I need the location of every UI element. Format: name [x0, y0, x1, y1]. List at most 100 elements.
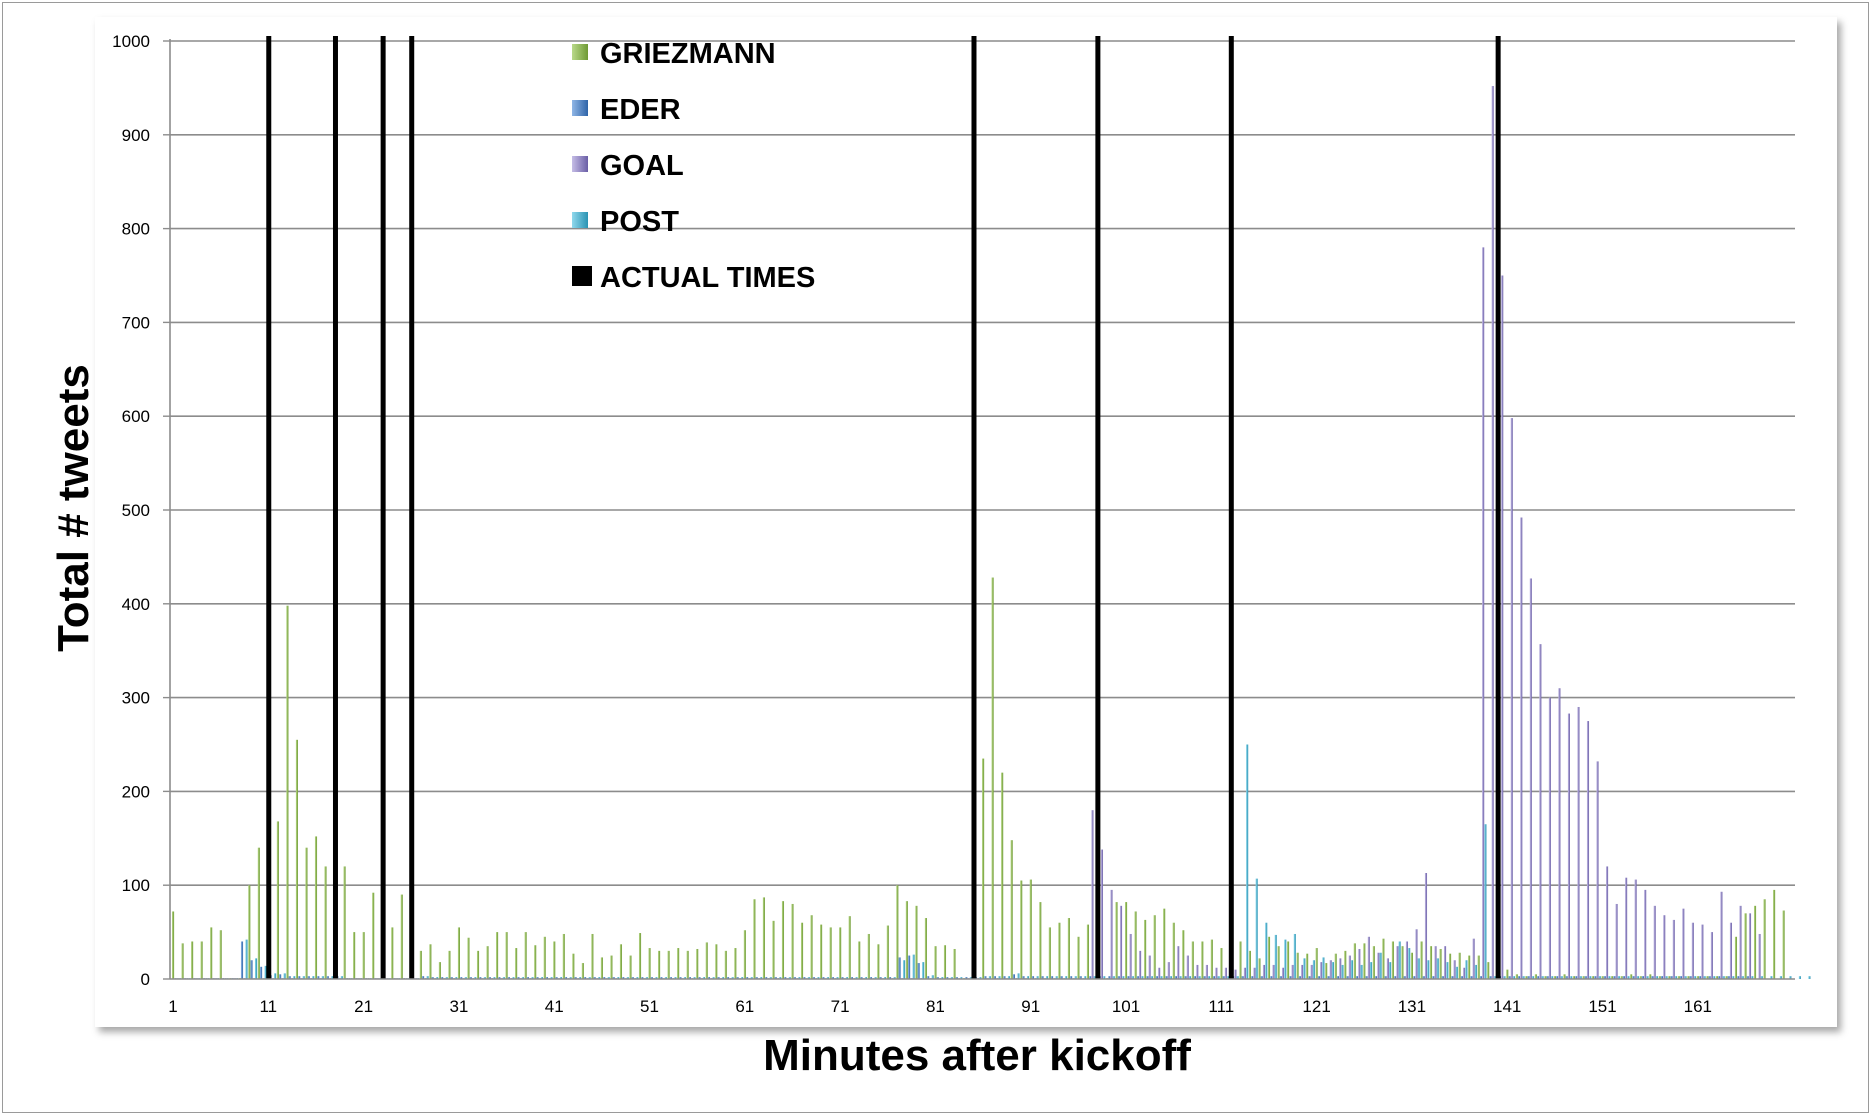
bar-griezmann-134	[1439, 948, 1442, 979]
bar-post-125	[1360, 964, 1363, 979]
bar-eder-141	[1508, 976, 1511, 979]
bar-griezmann-145	[1544, 976, 1547, 979]
bar-griezmann-37	[515, 948, 518, 979]
y-tick-label-800: 800	[122, 220, 150, 239]
bar-eder-29	[441, 977, 444, 979]
bar-post-131	[1417, 958, 1420, 979]
bar-griezmann-6	[219, 930, 222, 979]
bar-eder-96	[1079, 976, 1082, 979]
bar-eder-95	[1070, 976, 1073, 979]
bar-eder-28	[431, 977, 434, 979]
bar-eder-143	[1527, 976, 1530, 979]
bar-goal-164	[1729, 922, 1732, 979]
bar-post-114	[1255, 878, 1258, 979]
bar-griezmann-63	[762, 897, 765, 979]
bar-eder-126	[1365, 976, 1368, 979]
bar-griezmann-164	[1725, 976, 1728, 979]
bar-eder-162	[1708, 976, 1711, 979]
bar-post-149	[1589, 976, 1592, 979]
bar-eder-130	[1403, 976, 1406, 979]
bar-griezmann-64	[772, 920, 775, 979]
y-tick-label-200: 200	[122, 782, 150, 801]
bar-griezmann-69	[820, 924, 823, 979]
bar-eder-88	[1003, 976, 1006, 979]
bar-griezmann-152	[1611, 976, 1614, 979]
bar-post-97	[1093, 976, 1096, 979]
x-tick-label-71: 71	[831, 997, 850, 1016]
bar-eder-131	[1413, 976, 1416, 979]
bar-post-31	[464, 977, 467, 979]
bar-griezmann-166	[1744, 913, 1747, 979]
bar-post-87	[998, 976, 1001, 979]
bar-griezmann-129	[1391, 941, 1394, 979]
bar-goal-114	[1253, 967, 1256, 979]
x-tick-label-81: 81	[926, 997, 945, 1016]
bar-griezmann-154	[1630, 974, 1633, 979]
bar-post-140	[1503, 976, 1506, 979]
bar-post-113	[1246, 744, 1249, 979]
bar-griezmann-149	[1582, 976, 1585, 979]
bar-griezmann-25	[400, 894, 403, 979]
bar-griezmann-67	[800, 922, 804, 979]
bar-eder-82	[946, 977, 949, 979]
bar-goal-156	[1653, 905, 1656, 979]
bar-eder-55	[688, 977, 691, 979]
bar-eder-81	[936, 977, 939, 979]
bar-post-171	[1798, 976, 1801, 979]
bar-griezmann-88	[1001, 772, 1004, 979]
bar-griezmann-12	[276, 821, 279, 979]
bar-post-95	[1074, 976, 1077, 979]
bar-post-55	[693, 977, 696, 979]
bar-post-110	[1217, 976, 1220, 979]
bar-post-112	[1236, 976, 1239, 979]
y-tick-label-400: 400	[122, 595, 150, 614]
bar-griezmann-144	[1534, 974, 1537, 979]
y-tick-label-700: 700	[122, 313, 150, 332]
x-tick-label-91: 91	[1021, 997, 1040, 1016]
bar-griezmann-43	[572, 953, 575, 979]
bar-eder-36	[507, 977, 510, 979]
x-tick-label-141: 141	[1493, 997, 1521, 1016]
bar-post-148	[1579, 976, 1582, 979]
bar-griezmann-82	[943, 945, 947, 979]
bar-eder-139	[1489, 976, 1492, 979]
bar-goal-120	[1310, 964, 1313, 979]
bar-griezmann-59	[724, 950, 727, 979]
bar-post-126	[1370, 962, 1373, 979]
bar-goal-109	[1205, 964, 1208, 979]
bar-post-76	[893, 977, 896, 979]
bar-eder-44	[584, 977, 587, 979]
bar-eder-144	[1537, 976, 1540, 979]
bar-post-63	[769, 977, 772, 979]
bar-eder-65	[784, 977, 787, 979]
bar-griezmann-151	[1601, 976, 1604, 979]
bar-griezmann-157	[1658, 976, 1661, 979]
bar-griezmann-104	[1153, 915, 1156, 979]
bar-post-53	[674, 977, 677, 979]
bar-eder-76	[889, 977, 892, 979]
bar-post-35	[502, 977, 505, 979]
bar-goal-144	[1539, 644, 1542, 979]
bar-griezmann-147	[1563, 974, 1566, 979]
bar-griezmann-118	[1287, 941, 1290, 979]
bar-griezmann-165	[1734, 936, 1738, 979]
bar-post-119	[1303, 958, 1306, 979]
bar-griezmann-44	[581, 963, 584, 979]
x-tick-label-111: 111	[1208, 997, 1234, 1016]
bar-goal-150	[1596, 761, 1599, 979]
bar-goal-161	[1701, 924, 1704, 979]
bar-post-133	[1436, 958, 1439, 979]
bar-griezmann-31	[457, 927, 460, 979]
bar-goal-131	[1415, 929, 1418, 979]
bar-post-77	[903, 960, 906, 979]
bar-eder-13	[288, 976, 291, 979]
bar-eder-66	[793, 977, 796, 979]
bar-post-80	[931, 975, 934, 979]
bar-griezmann-137	[1468, 955, 1471, 979]
bar-post-100	[1122, 976, 1125, 979]
bar-eder-41	[555, 977, 558, 979]
bar-post-121	[1322, 957, 1325, 979]
bar-post-166	[1751, 976, 1754, 979]
bar-goal-133	[1434, 946, 1437, 979]
bar-eder-116	[1270, 976, 1273, 979]
